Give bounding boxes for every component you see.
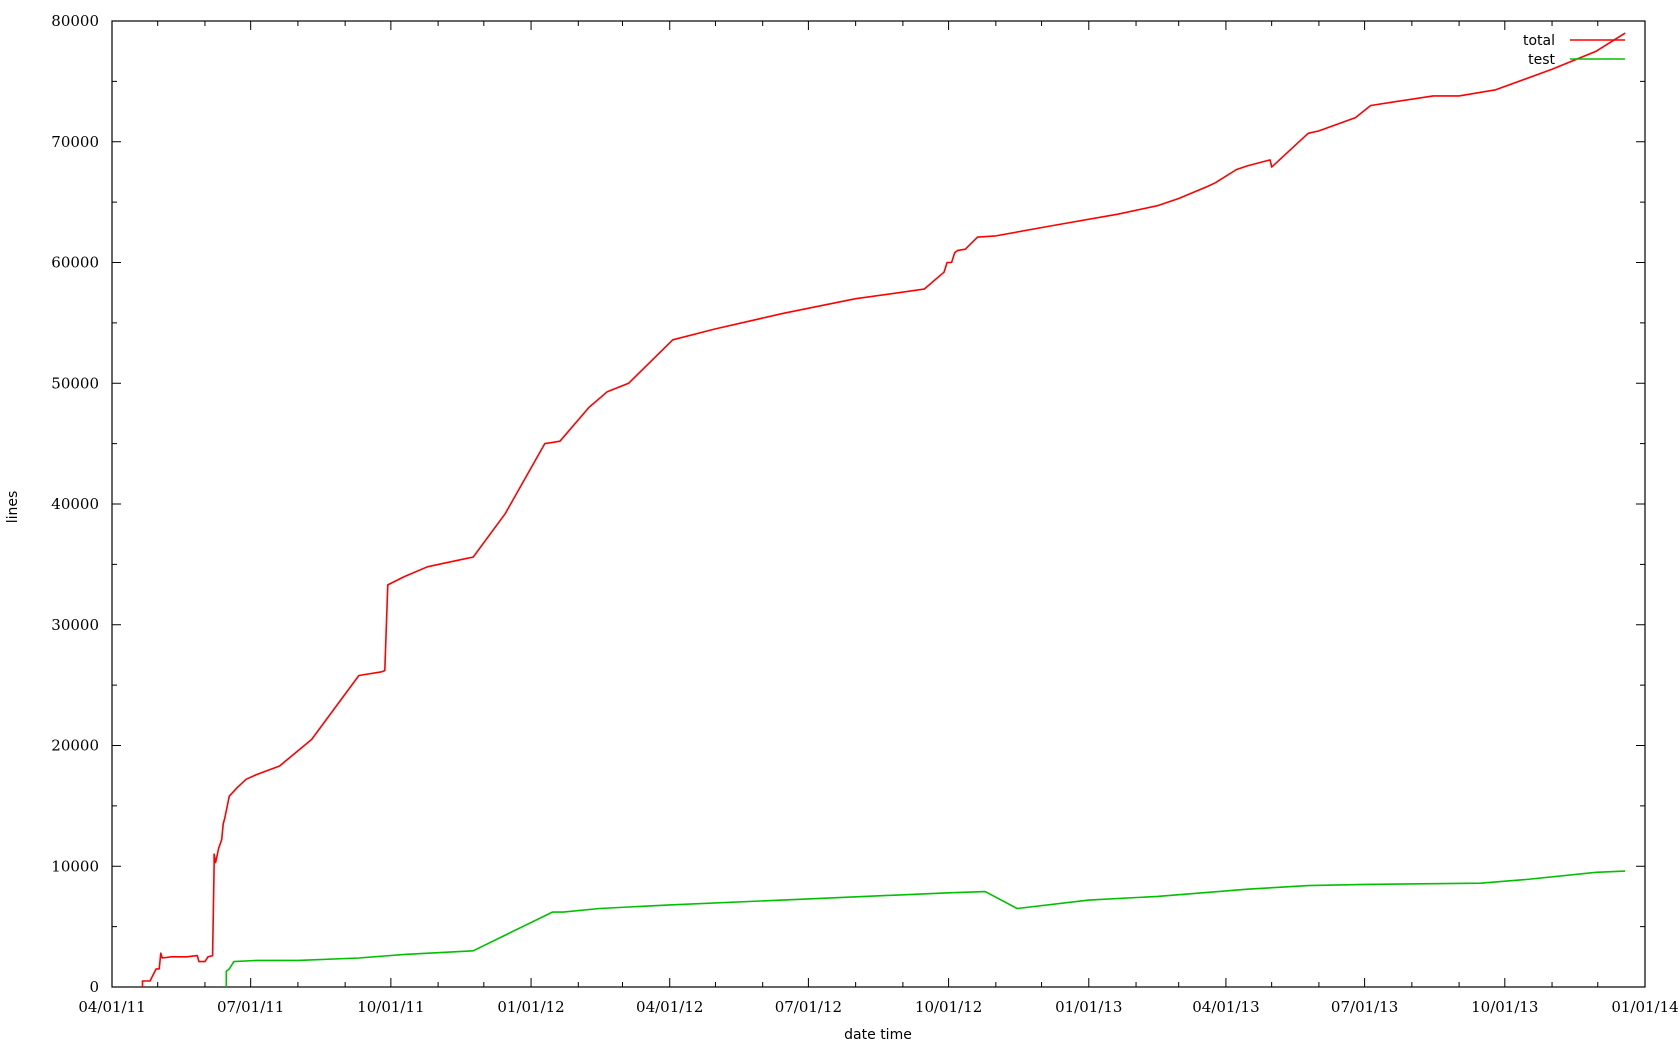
x-tick-label: 01/01/13 bbox=[1055, 998, 1122, 1016]
x-tick-label: 07/01/12 bbox=[775, 998, 842, 1016]
x-tick-label: 10/01/13 bbox=[1471, 998, 1538, 1016]
y-tick-label: 40000 bbox=[51, 495, 99, 513]
x-tick-label: 01/01/12 bbox=[497, 998, 564, 1016]
legend-label: test bbox=[1528, 52, 1555, 68]
series-line-total bbox=[141, 32, 1626, 987]
y-tick-label: 10000 bbox=[51, 857, 99, 875]
x-tick-label: 04/01/13 bbox=[1192, 998, 1259, 1016]
x-tick-label: 04/01/11 bbox=[78, 998, 145, 1016]
y-tick-label: 80000 bbox=[51, 12, 99, 30]
series-line-test bbox=[225, 870, 1626, 987]
x-tick-label: 10/01/11 bbox=[357, 998, 424, 1016]
x-axis-title: date time bbox=[844, 1027, 912, 1043]
y-tick-label: 20000 bbox=[51, 737, 99, 755]
x-tick-label: 04/01/12 bbox=[636, 998, 703, 1016]
y-tick-label: 50000 bbox=[51, 374, 99, 392]
x-tick-label: 01/01/14 bbox=[1611, 998, 1678, 1016]
x-tick-label: 07/01/13 bbox=[1331, 998, 1398, 1016]
legend-label: total bbox=[1523, 33, 1555, 49]
axis-ticks: 0 10000 20000 30000 40000 50000 60000 70000 8000… bbox=[51, 12, 1678, 1016]
y-tick-label: 30000 bbox=[51, 616, 99, 634]
y-axis-title: lines bbox=[5, 491, 21, 524]
x-tick-label: 07/01/11 bbox=[217, 998, 284, 1016]
y-tick-label: 60000 bbox=[51, 254, 99, 272]
y-tick-label: 0 bbox=[89, 978, 99, 996]
series-lines bbox=[141, 32, 1626, 987]
plot-frame bbox=[111, 20, 1646, 988]
y-tick-label: 70000 bbox=[51, 133, 99, 151]
legend: total test bbox=[1523, 33, 1625, 68]
x-tick-label: 10/01/12 bbox=[915, 998, 982, 1016]
